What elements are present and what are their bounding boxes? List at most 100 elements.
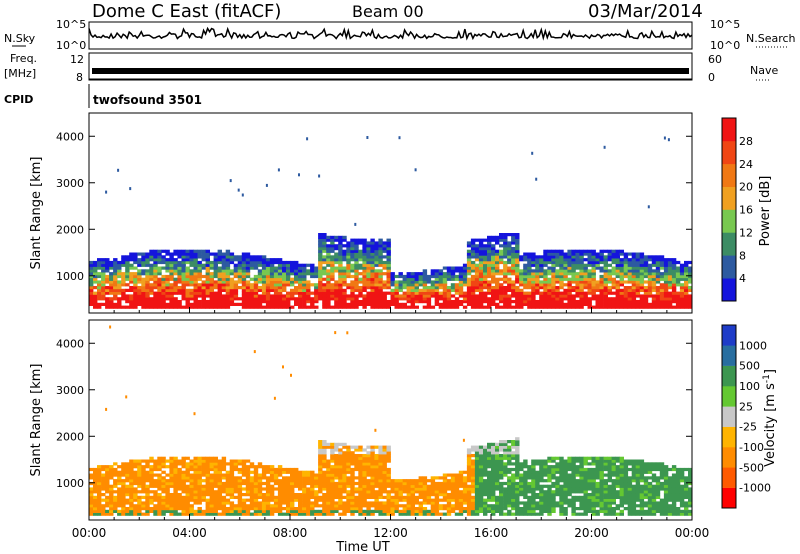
heat-cell — [499, 255, 504, 259]
heat-cell — [350, 507, 355, 511]
heat-cell — [571, 249, 576, 253]
heat-cell — [310, 272, 315, 276]
heat-cell — [382, 465, 387, 469]
heat-cell — [201, 473, 206, 477]
heat-cell — [655, 272, 661, 276]
heat-cell — [495, 454, 500, 458]
heat-cell — [346, 448, 351, 452]
heat-cell — [507, 277, 512, 281]
heat-cell — [137, 291, 142, 295]
heat-cell — [277, 300, 283, 304]
heat-cell — [378, 269, 383, 273]
colorbar-tick-label: 24 — [739, 158, 753, 171]
heat-cell — [245, 280, 251, 284]
heat-cell — [233, 512, 239, 516]
heat-cell — [318, 266, 323, 270]
heat-cell — [366, 459, 371, 463]
heat-cell — [446, 481, 452, 486]
heat-cell — [675, 280, 681, 284]
heat-cell — [511, 255, 516, 259]
heat-cell — [454, 479, 460, 483]
heat-cell — [173, 288, 178, 292]
heat-cell — [474, 269, 480, 273]
heat-cell — [462, 479, 468, 483]
heat-cell — [282, 481, 287, 486]
heat-cell — [237, 286, 243, 290]
heat-cell — [261, 277, 267, 281]
heat-cell — [358, 286, 363, 290]
heat-cell — [362, 263, 367, 267]
heat-cell — [217, 274, 222, 279]
heat-cell — [519, 473, 524, 477]
heat-cell — [346, 504, 351, 508]
heat-cell — [233, 266, 239, 270]
heat-cell — [354, 247, 359, 251]
heat-cell — [446, 479, 452, 483]
heat-cell — [310, 291, 315, 295]
heat-cell — [422, 280, 428, 284]
heat-cell — [639, 300, 645, 304]
heat-cell — [153, 260, 158, 265]
heat-cell — [177, 481, 182, 486]
heat-cell — [555, 249, 560, 253]
heat-cell — [350, 493, 355, 497]
heat-cell — [499, 459, 504, 463]
heat-cell — [322, 440, 327, 444]
heat-cell — [245, 484, 251, 488]
heat-cell — [193, 305, 198, 309]
heat-cell — [306, 286, 311, 290]
heat-cell — [671, 288, 677, 292]
heat-cell — [458, 274, 464, 279]
heat-cell — [362, 467, 367, 472]
heat-cell — [173, 504, 178, 508]
heat-cell — [587, 493, 592, 497]
heat-cell — [286, 305, 291, 309]
heat-cell — [113, 272, 118, 276]
heat-cell — [306, 263, 311, 267]
heat-cell — [684, 266, 689, 270]
heat-cell — [575, 487, 580, 491]
heat-cell — [334, 490, 339, 494]
heat-cell — [241, 302, 247, 306]
heat-cell — [446, 294, 452, 298]
heat-cell — [298, 300, 303, 304]
heat-cell — [193, 266, 198, 270]
heat-cell — [688, 300, 693, 304]
heat-cell — [326, 258, 331, 262]
heat-cell — [679, 297, 685, 301]
heat-cell — [350, 509, 355, 513]
heat-cell — [133, 288, 138, 292]
heat-cell — [458, 302, 464, 306]
heat-cell — [390, 272, 395, 276]
heat-cell — [655, 300, 661, 304]
heat-cell — [559, 263, 564, 267]
heat-cell — [201, 297, 206, 301]
heat-cell — [326, 512, 331, 516]
heat-cell — [265, 501, 271, 505]
heat-cell — [350, 247, 355, 251]
heat-cell — [667, 300, 673, 304]
heat-cell — [539, 484, 544, 488]
heat-cell — [310, 504, 315, 508]
heat-cell — [495, 467, 500, 472]
heat-cell — [358, 509, 363, 513]
heat-cell — [233, 288, 239, 292]
heat-cell — [277, 286, 283, 290]
heat-cell — [483, 490, 488, 494]
heat-cell — [418, 294, 423, 298]
heat-cell — [129, 512, 134, 516]
heat-cell — [511, 495, 516, 499]
heat-cell — [350, 501, 355, 505]
heat-cell — [125, 462, 130, 466]
heat-cell — [402, 302, 407, 306]
heat-cell — [129, 501, 134, 505]
heat-cell — [446, 507, 452, 511]
heat-cell — [221, 272, 227, 276]
heat-cell — [559, 260, 564, 265]
heat-cell — [350, 244, 355, 248]
scatter-echo — [462, 438, 465, 442]
heat-cell — [145, 258, 150, 262]
heat-cell — [149, 249, 154, 253]
heat-cell — [354, 495, 359, 499]
heat-cell — [253, 266, 259, 270]
